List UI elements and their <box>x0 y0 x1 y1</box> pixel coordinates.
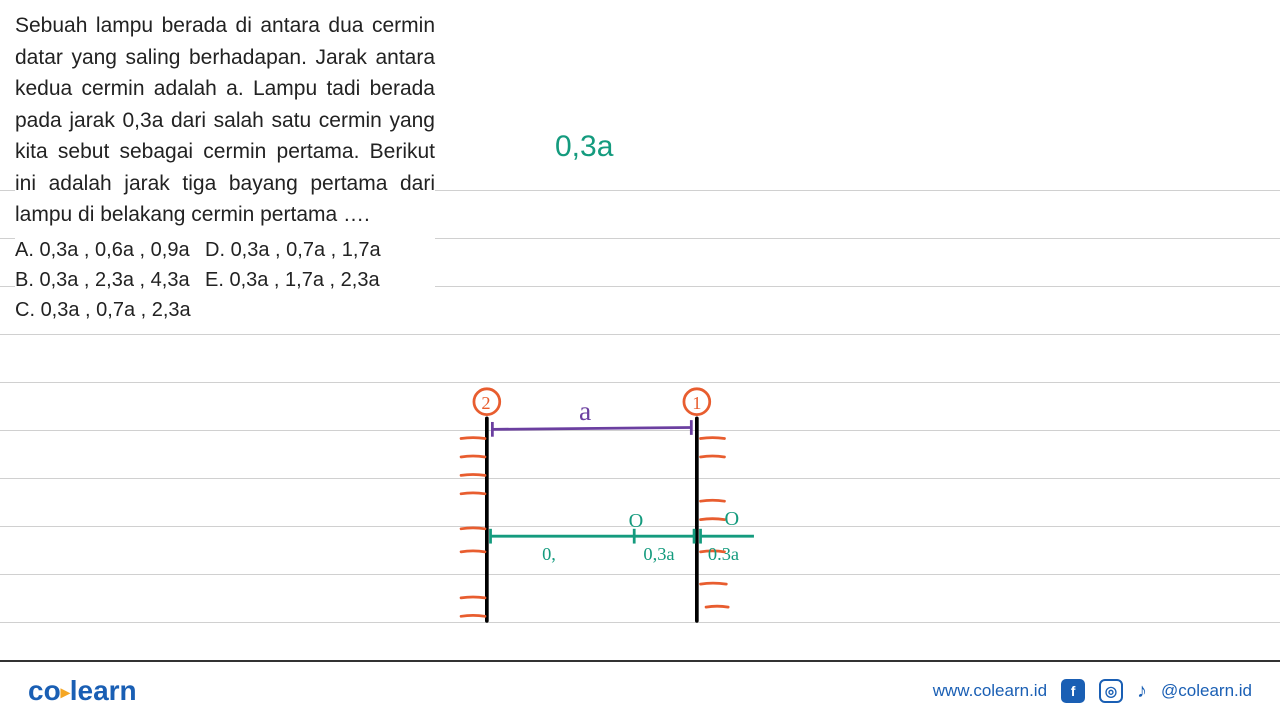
logo-triangle-icon: ▸ <box>61 682 70 702</box>
dist-label-left: 0, <box>542 544 556 564</box>
question-text: Sebuah lampu berada di antara dua cermin… <box>15 10 435 231</box>
option-e: E. 0,3a , 1,7a , 2,3a <box>205 265 380 295</box>
instagram-icon: ◎ <box>1099 679 1123 703</box>
object-label-left: O <box>629 510 644 532</box>
option-c: C. 0,3a , 0,7a , 2,3a <box>15 295 205 325</box>
question-text-block: Sebuah lampu berada di antara dua cermin… <box>15 10 435 325</box>
span-label-a: a <box>579 395 591 426</box>
tiktok-icon: ♪ <box>1137 679 1147 703</box>
option-b: B. 0,3a , 2,3a , 4,3a <box>15 265 205 295</box>
handwritten-top-note: 0,3a <box>555 130 613 164</box>
footer-handle: @colearn.id <box>1161 681 1252 701</box>
option-d: D. 0,3a , 0,7a , 1,7a <box>205 235 381 265</box>
mirror-number-1: 1 <box>692 393 701 413</box>
colearn-logo: co▸learn <box>28 675 137 707</box>
mirror-diagram: O O 0, 0,3a 0.3a 2 1 a <box>450 380 800 650</box>
footer-right: www.colearn.id f ◎ ♪ @colearn.id <box>933 679 1252 703</box>
object-label-right: O <box>724 508 739 530</box>
dist-label-mid: 0,3a <box>643 544 674 564</box>
dist-label-right: 0.3a <box>708 544 739 564</box>
option-a: A. 0,3a , 0,6a , 0,9a <box>15 235 205 265</box>
footer-website: www.colearn.id <box>933 681 1047 701</box>
answer-options: A. 0,3a , 0,6a , 0,9a D. 0,3a , 0,7a , 1… <box>15 235 435 325</box>
mirror-number-2: 2 <box>481 393 490 413</box>
footer-bar: co▸learn www.colearn.id f ◎ ♪ @colearn.i… <box>0 660 1280 720</box>
facebook-icon: f <box>1061 679 1085 703</box>
